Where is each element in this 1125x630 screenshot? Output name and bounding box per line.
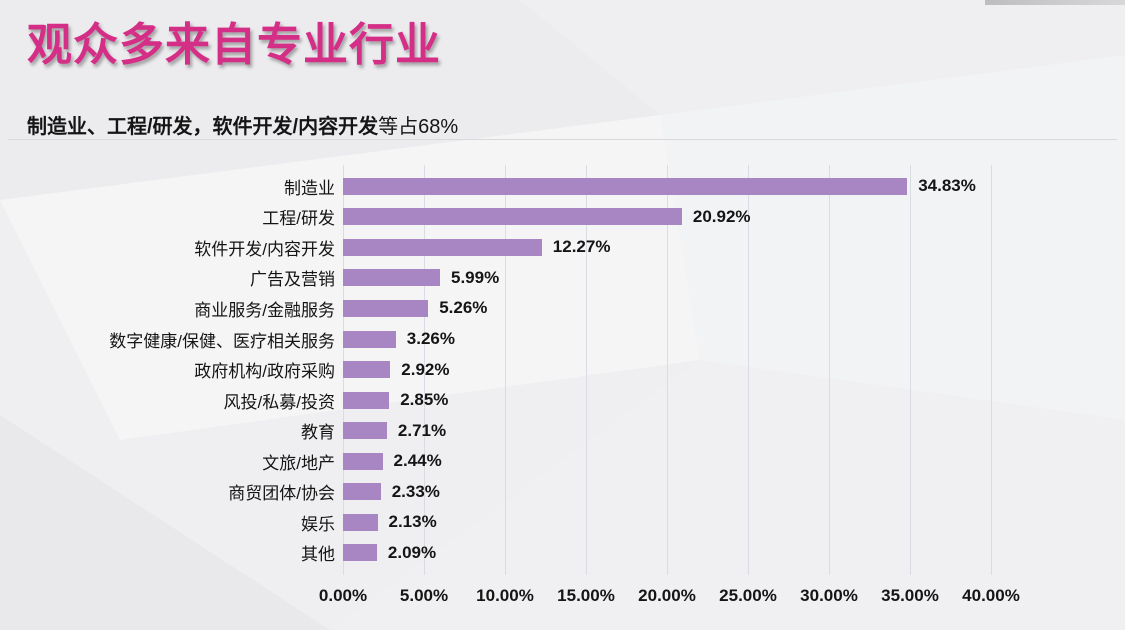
page-subtitle: 制造业、工程/研发，软件开发/内容开发等占68% [27,110,458,139]
bar [343,361,391,379]
bar-track: 5.99% [343,268,1043,288]
chart-row: 广告及营销 5.99% [0,263,1125,294]
value-label: 2.09% [387,542,437,562]
x-axis-tick-label: 40.00% [962,586,1020,605]
category-label: 软件开发/内容开发 [194,239,335,259]
header-divider [8,139,1117,140]
category-label: 工程/研发 [262,209,335,229]
value-label: 2.13% [388,512,437,532]
value-label: 2.71% [397,420,447,440]
bar [343,483,381,501]
bar [343,422,387,440]
gridline [424,165,425,575]
gridline [748,165,749,575]
category-label: 数字健康/保健、医疗相关服务 [109,331,335,351]
bar [343,208,682,226]
x-axis-tick-label: 30.00% [800,586,858,605]
industry-bar-chart: 制造业 34.83% 工程/研发 20.92% 软件开发/内容开发 12.27% 广告及营销… [0,165,1125,625]
chart-row: 商业服务/金融服务 5.26% [0,293,1125,324]
bar [343,177,908,195]
bar [343,299,429,317]
chart-row: 教育 2.71% [0,415,1125,446]
bar-track: 3.26% [343,329,1043,349]
value-label: 2.33% [391,481,440,501]
bar-track: 5.26% [343,298,1043,318]
bar-track: 2.44% [343,451,1043,471]
x-axis-tick-label: 20.00% [638,586,696,605]
x-axis-tick-label: 0.00% [318,586,368,605]
gridline [667,165,668,575]
x-axis-tick-label: 15.00% [557,586,615,605]
chart-row: 制造业 34.83% [0,171,1125,202]
bar-track: 2.92% [343,360,1043,380]
bar [343,238,542,256]
category-label: 制造业 [284,178,335,198]
chart-row: 数字健康/保健、医疗相关服务 3.26% [0,324,1125,355]
bar-track: 2.09% [343,543,1043,563]
bar-track: 2.71% [343,421,1043,441]
chart-row: 其他 2.09% [0,538,1125,569]
category-label: 娱乐 [301,514,335,534]
chart-row: 文旅/地产 2.44% [0,446,1125,477]
category-label: 广告及营销 [250,270,335,290]
value-label: 3.26% [406,329,455,348]
bar [343,513,378,531]
value-label: 20.92% [692,206,751,226]
value-label: 2.92% [401,359,450,379]
x-axis: 0.00% 5.00% 10.00% 15.00% 20.00% 25.00% 30.00%… [319,583,1020,611]
chart-row: 商贸团体/协会 2.33% [0,476,1125,507]
page-title: 观众多来自专业行业 [27,19,442,70]
x-axis-tick-label: 35.00% [881,586,939,605]
value-label: 5.26% [439,298,488,318]
bar-track: 34.83% [343,176,1043,196]
bar-track: 2.33% [343,482,1043,502]
chart-row: 娱乐 2.13% [0,507,1125,538]
value-label: 34.83% [918,176,976,196]
bar-track: 20.92% [343,207,1043,227]
category-label: 政府机构/政府采购 [194,362,335,382]
x-axis-tick-label: 5.00% [399,586,449,605]
bar [343,544,377,562]
bar [343,452,383,470]
top-edge-strip [985,0,1125,5]
chart-row: 工程/研发 20.92% [0,202,1125,233]
value-label: 12.27% [552,237,611,257]
chart-row: 政府机构/政府采购 2.92% [0,354,1125,385]
subtitle-bold-text: 制造业、工程/研发，软件开发/内容开发 [27,116,379,138]
subtitle-suffix-text: 等占68% [378,116,459,138]
bar-track: 2.85% [343,390,1043,410]
value-label: 2.85% [400,390,449,410]
gridline [505,165,506,575]
category-label: 其他 [301,545,335,565]
bar [343,269,440,287]
category-label: 教育 [301,423,335,443]
value-label: 5.99% [451,267,500,287]
x-axis-tick-label: 25.00% [719,586,777,605]
gridline [586,165,587,575]
chart-row: 风投/私募/投资 2.85% [0,385,1125,416]
gridline [991,165,992,575]
category-label: 风投/私募/投资 [223,392,335,412]
category-label: 商业服务/金融服务 [194,300,335,320]
x-axis-tick-label: 10.00% [476,586,534,605]
bar-track: 12.27% [343,237,1043,257]
chart-rows: 制造业 34.83% 工程/研发 20.92% 软件开发/内容开发 12.27% 广告及营销… [0,171,1125,568]
bar-track: 2.13% [343,512,1043,532]
category-label: 文旅/地产 [262,453,335,473]
gridline [910,165,911,575]
gridline [829,165,830,575]
chart-row: 软件开发/内容开发 12.27% [0,232,1125,263]
bar [343,391,390,409]
category-label: 商贸团体/协会 [228,484,335,504]
value-label: 2.44% [393,451,442,471]
bar [343,330,396,348]
